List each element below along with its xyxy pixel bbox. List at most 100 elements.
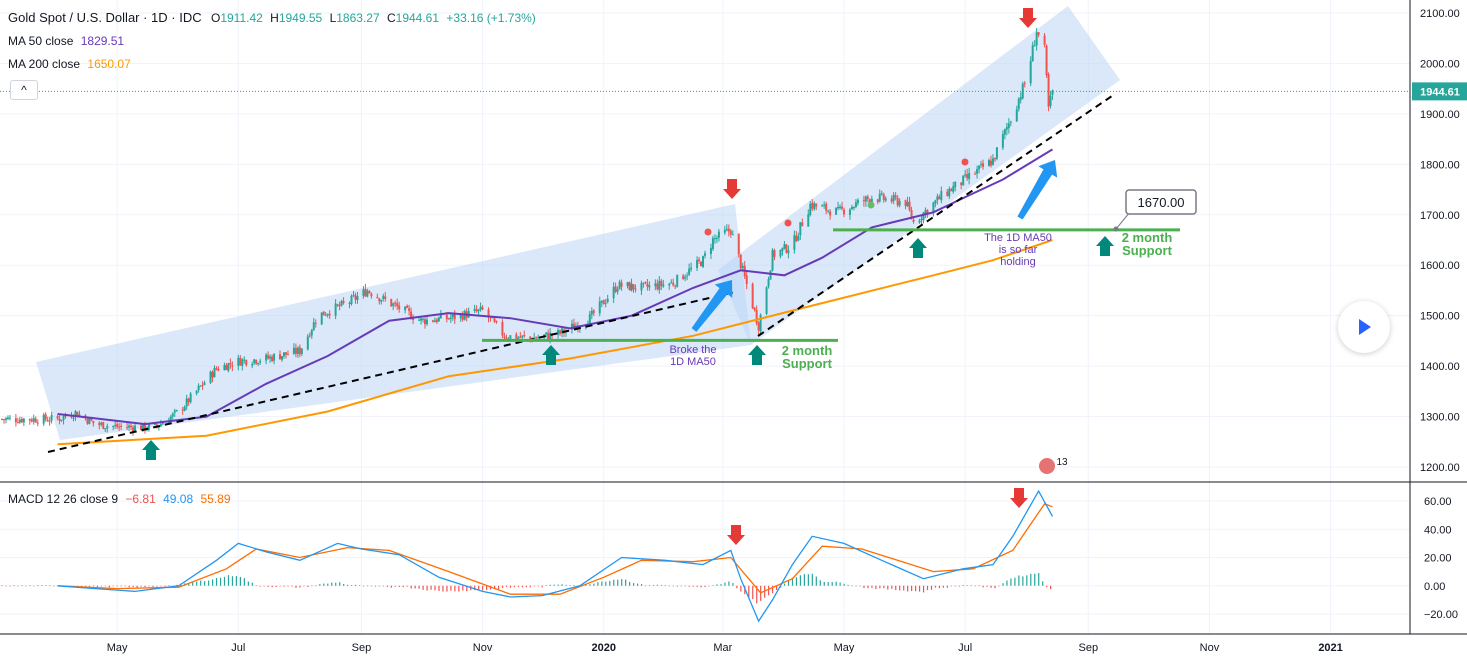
histogram-bar [732,583,734,586]
candle-body [519,336,522,338]
candle-body [966,174,969,179]
candle-body [423,319,426,325]
candle-body [412,318,415,320]
histogram-bar [120,585,122,587]
candle-body [660,280,663,286]
blue-arrow-left [691,279,733,332]
candle-body [410,311,413,320]
candle-body [461,314,464,320]
histogram-bar [208,580,210,586]
candle-body [431,320,434,322]
ma200-line [57,239,1053,446]
candle-body [658,280,661,290]
candle-body [1043,35,1046,45]
candle-body [120,425,123,427]
candle-body [773,250,776,257]
histogram-bar [879,585,881,589]
histogram-bar [787,580,790,586]
candle-body [731,234,734,236]
collapse-legend-button[interactable]: ^ [10,80,38,100]
histogram-bar [958,585,960,587]
candle-body [308,335,311,337]
candle-body [987,159,990,167]
histogram-bar [414,585,416,589]
histogram-bar [950,585,952,587]
candle-body [501,321,504,336]
candle-body [16,422,19,424]
candle-body [862,200,865,202]
candle-body [255,360,258,364]
candle-body [686,275,689,277]
candle-body [950,189,953,192]
candle-body [366,290,369,297]
histogram-bar [390,585,392,588]
histogram-bar [1018,575,1020,586]
ma50-value: 1829.51 [80,34,125,48]
candle-body [505,337,508,339]
candle-body [1023,83,1026,85]
macd-hist-value: −6.81 [125,492,156,506]
candle-body [755,309,758,324]
candle-body [936,196,939,201]
price-tick-label: 1800.00 [1420,159,1460,171]
candle-body [759,314,762,332]
candle-body [134,425,137,432]
candle-body [406,305,409,308]
histogram-bar [303,585,305,587]
candle-body [32,418,35,422]
macd-line [57,489,1054,623]
note-broke-ma50-line-1: 1D MA50 [670,356,716,368]
replay-button[interactable] [1338,301,1390,353]
histogram-bar [700,585,702,588]
candle-body [868,199,871,203]
histogram-bar [299,585,301,588]
candle-body [922,212,925,221]
histogram-bar [339,582,341,586]
candle-body [590,311,593,315]
close-label: C [386,11,396,25]
candle-body [612,286,615,299]
histogram-bar [144,585,146,588]
candle-body [866,196,869,200]
candle-body [606,298,609,303]
histogram-bar [517,585,520,587]
lower-trendline [47,291,736,453]
candle-body [310,330,313,336]
candle-body [630,283,633,291]
histogram-bar [605,581,607,586]
candle-body [336,304,339,306]
histogram-bar [438,585,440,591]
histogram-bar [1010,578,1012,586]
candle-body [918,220,921,223]
histogram-bar [819,580,821,586]
candle-body [181,409,184,411]
candle-body [300,348,303,354]
histogram-bar [529,585,531,588]
note-ma50-holding-line-2: holding [1000,256,1035,268]
candle-body [106,426,109,429]
candle-body [974,173,977,175]
price-box-anchor [1113,226,1119,232]
candle-body [1035,32,1038,46]
candle-body [171,413,174,417]
histogram-bar [513,585,516,588]
lower-channel [36,204,751,440]
candle-body [271,356,274,362]
candle-body [676,274,679,287]
candle-body [634,288,637,290]
histogram-bar [712,585,714,586]
candle-body [314,323,317,325]
candle-body [328,313,331,316]
candle-body [425,319,428,325]
time-tick-label: Nov [1200,642,1220,654]
histogram-bar [450,585,452,591]
price-box-label: 1670.00 [1138,195,1185,210]
histogram-bar [493,585,496,589]
candle-body [253,359,256,364]
candle-body [978,165,981,170]
histogram-bar [617,579,619,586]
time-tick-label: Mar [713,642,732,654]
candle-body [495,320,498,323]
histogram-bar [831,582,833,586]
